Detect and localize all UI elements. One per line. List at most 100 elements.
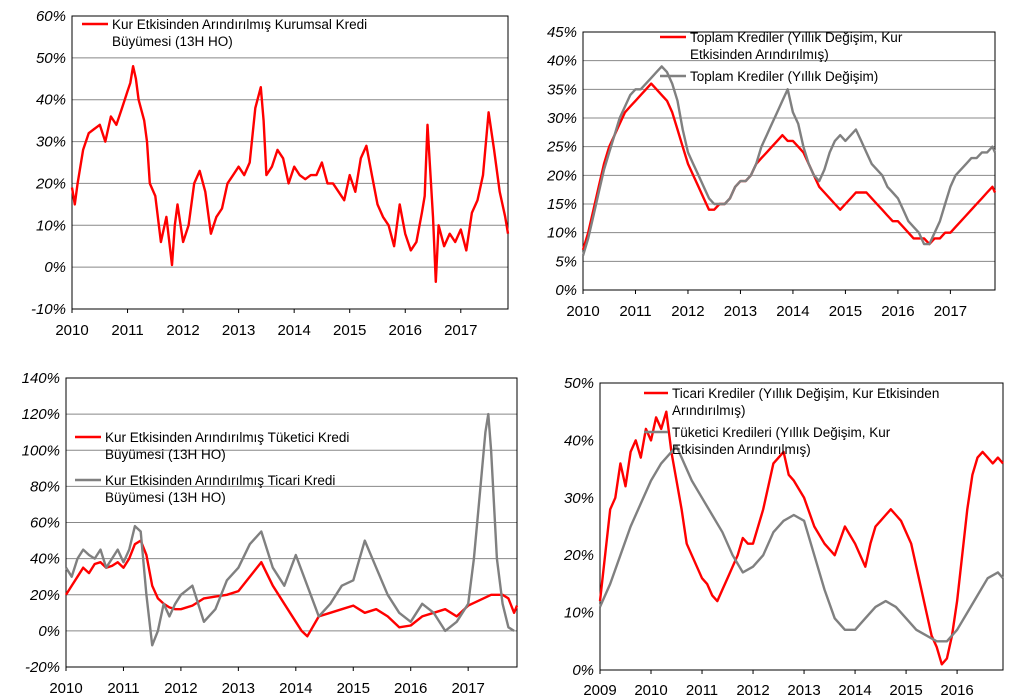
x-tick-label: 2017 [451,680,484,697]
legend-label: Toplam Krediler (Yıllık Değişim, Kur [690,30,903,45]
legend-label: Arındırılmış) [672,403,746,418]
y-tick-label: 15% [547,196,577,213]
x-tick-label: 2012 [164,680,197,697]
y-tick-label: 0% [44,259,66,276]
y-tick-label: 10% [36,217,66,234]
y-tick-label: 0% [572,662,594,679]
series-line-2 [64,412,515,647]
y-tick-label: -20% [25,659,60,676]
legend-label: Büyümesi (13H HO) [105,490,226,505]
legend-entry-2: Tüketici Kredileri (Yıllık Değişim, Kur E… [644,425,891,457]
legend-label: Etkisinden Arındırılmış) [690,47,829,62]
y-tick-label: 0% [555,282,577,299]
x-tick-label: 2014 [279,680,312,697]
legend-label: Büyümesi (13H HO) [112,34,233,49]
series-line-2 [581,65,997,256]
x-tick-label: 2013 [222,680,255,697]
y-tick-label: 50% [564,375,594,392]
x-tick-label: 2012 [166,322,199,339]
chart-panel-2: 0% 5% 10% 15% 20% 25% 30% 35% 40% 45% 2010 2011 2012… [546,24,997,320]
y-tick-label: 50% [36,50,66,67]
y-tick-label: 60% [30,515,60,532]
y-tick-label: 40% [564,432,594,449]
x-tick-label: 2011 [111,322,143,339]
x-tick-label: 2015 [337,680,370,697]
x-tick-label: 2010 [49,680,82,697]
y-tick-label: 80% [30,478,60,495]
y-tick-label: 0% [38,623,60,640]
x-tick-label: 2014 [277,322,310,339]
y-tick-label: 60% [36,8,66,25]
y-tick-label: 30% [564,490,594,507]
y-tick-label: 20% [29,587,60,604]
x-tick-label: 2015 [333,322,366,339]
x-tick-label: 2012 [671,303,704,320]
y-tick-label: 40% [547,53,577,70]
y-tick-label: 20% [546,167,577,184]
x-tick-label: 2012 [736,682,769,699]
chart-panel-4: 0% 10% 20% 30% 40% 50% 2009 2010 2011 2012 2013 201… [563,375,1004,699]
y-tick-label: 40% [30,551,60,568]
x-tick-label: 2015 [889,682,922,699]
x-tick-label: 2011 [107,680,139,697]
series-line-1 [581,82,997,251]
plot-frame [65,377,518,668]
legend-label: Kur Etkisinden Arındırılmış Ticari Kredi [105,473,335,488]
x-tick-label: 2009 [583,682,616,699]
y-tick-label: 30% [36,134,66,151]
x-tick-label: 2010 [55,322,88,339]
series-line-1 [70,64,510,283]
y-tick-label: 35% [547,81,577,98]
legend-label: Büyümesi (13H HO) [105,447,226,462]
legend-label: Ticari Krediler (Yıllık Değişim, Kur Etk… [672,386,939,401]
x-tick-label: 2016 [881,303,914,320]
plot-frame [599,382,1004,671]
y-tick-label: 120% [22,406,60,423]
legend-label: Tüketici Kredileri (Yıllık Değişim, Kur [672,425,891,440]
legend-entry-1: Toplam Krediler (Yıllık Değişim, Kur Etki… [660,30,903,62]
series-line-2 [598,444,1004,643]
x-tick-label: 2016 [394,680,427,697]
x-tick-label: 2014 [776,303,809,320]
legend-label: Toplam Krediler (Yıllık Değişim) [690,69,878,84]
legend-entry-2: Toplam Krediler (Yıllık Değişim) [660,69,878,84]
legend-label: Etkisinden Arındırılmış) [672,442,811,457]
y-tick-label: 100% [22,442,60,459]
plot-frame [582,31,996,291]
y-tick-label: 40% [36,92,66,109]
legend-entry-1: Ticari Krediler (Yıllık Değişim, Kur Etk… [644,386,939,418]
y-tick-label: 30% [547,110,577,127]
series-line-1 [598,410,1004,666]
x-tick-label: 2016 [389,322,422,339]
y-tick-label: 20% [563,547,594,564]
x-tick-label: 2013 [724,303,757,320]
x-tick-label: 2013 [222,322,255,339]
y-tick-label: 10% [547,225,577,242]
y-tick-label: 5% [555,253,577,270]
y-tick-label: 45% [547,24,577,41]
chart-panel-3: -20% 0% 20% 40% 60% 80% 100% 120% 140% 2010 2011 20… [22,370,519,697]
legend-label: Kur Etkisinden Arındırılmış Kurumsal Kre… [112,17,367,32]
legend-entry-1: Kur Etkisinden Arındırılmış Kurumsal Kre… [82,17,367,49]
y-tick-label: 20% [35,175,66,192]
y-tick-label: 140% [22,370,60,387]
x-tick-label: 2017 [444,322,477,339]
plot-frame [71,15,509,310]
y-tick-label: 25% [546,139,577,156]
chart-panel-1: -10% 0% 10% 20% 30% 40% 50% 60% 2010 2011 2012 2013… [31,8,510,339]
x-tick-label: 2015 [829,303,862,320]
y-tick-label: 10% [564,605,594,622]
y-tick-label: -10% [31,301,66,318]
x-tick-label: 2017 [934,303,967,320]
series-line-1 [64,539,519,638]
legend-label: Kur Etkisinden Arındırılmış Tüketici Kre… [105,430,349,445]
x-tick-label: 2011 [686,682,718,699]
legend-entry-1: Kur Etkisinden Arındırılmış Tüketici Kre… [75,430,349,462]
x-tick-label: 2010 [634,682,667,699]
x-tick-label: 2011 [619,303,651,320]
x-tick-label: 2010 [566,303,599,320]
x-tick-label: 2014 [838,682,871,699]
x-tick-label: 2013 [787,682,820,699]
